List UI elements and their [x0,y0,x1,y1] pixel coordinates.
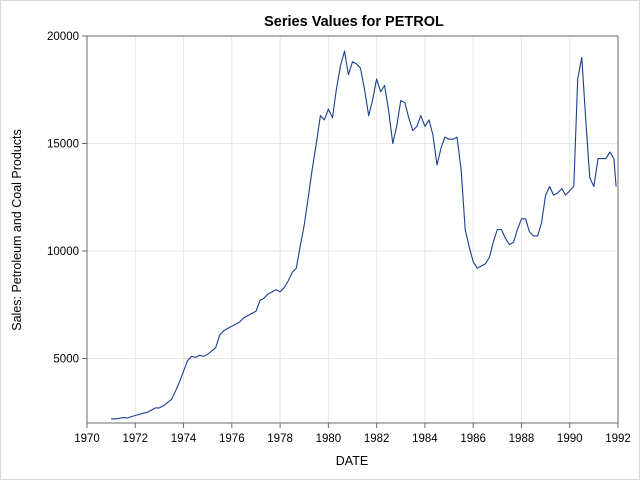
y-tick-label: 20000 [47,31,79,43]
y-axis-label: Sales: Petroleum and Coal Products [10,129,24,331]
x-tick-label: 1972 [122,433,148,445]
x-tick-label: 1990 [557,433,583,445]
x-tick-label: 1988 [509,433,535,445]
x-tick-label: 1980 [316,433,342,445]
x-tick-label: 1984 [412,433,438,445]
x-axis-label: DATE [336,454,368,468]
x-tick-label: 1970 [74,433,100,445]
grid-lines [87,35,618,423]
x-tick-label: 1976 [219,433,245,445]
x-tick-label: 1982 [364,433,390,445]
x-tick-label: 1978 [267,433,293,445]
chart-title: Series Values for PETROL [264,14,444,30]
y-axis: 5000 10000 15000 20000 [47,31,87,366]
y-tick-label: 5000 [53,354,79,366]
x-tick-label: 1992 [605,433,631,445]
series-line-petrol [111,50,617,420]
x-tick-label: 1974 [171,433,197,445]
y-tick-label: 15000 [47,139,79,151]
x-axis: 1970 1972 1974 1976 1978 1980 1982 1984 1986 1988… [74,423,631,445]
y-tick-label: 10000 [47,246,79,258]
x-tick-label: 1986 [460,433,486,445]
plot-area-border [86,35,619,424]
